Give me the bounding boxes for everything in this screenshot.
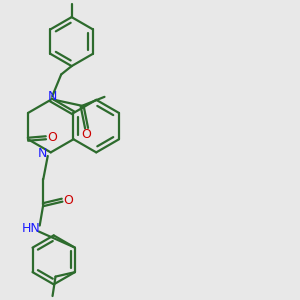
Text: N: N: [38, 147, 47, 161]
Text: N: N: [47, 90, 57, 103]
Text: O: O: [82, 128, 92, 141]
Text: O: O: [64, 194, 74, 207]
Text: HN: HN: [21, 222, 40, 235]
Text: O: O: [47, 131, 57, 144]
